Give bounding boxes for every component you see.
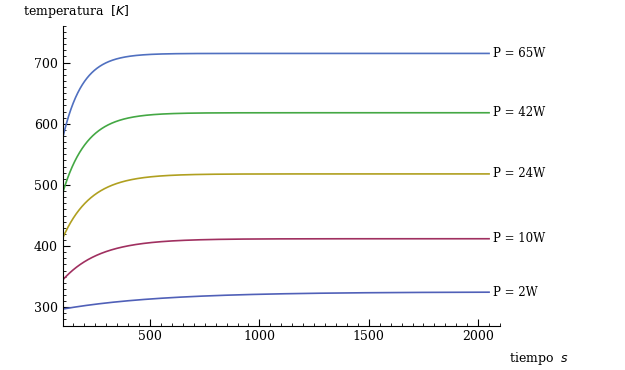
Text: P = 2W: P = 2W bbox=[494, 286, 538, 299]
Text: P = 42W: P = 42W bbox=[494, 106, 546, 119]
Text: P = 10W: P = 10W bbox=[494, 232, 546, 245]
Text: temperatura  $\left[K\right]$: temperatura $\left[K\right]$ bbox=[23, 3, 129, 20]
Text: P = 24W: P = 24W bbox=[494, 167, 546, 181]
Text: tiempo  $s$: tiempo $s$ bbox=[509, 350, 569, 367]
Text: P = 65W: P = 65W bbox=[494, 47, 546, 60]
